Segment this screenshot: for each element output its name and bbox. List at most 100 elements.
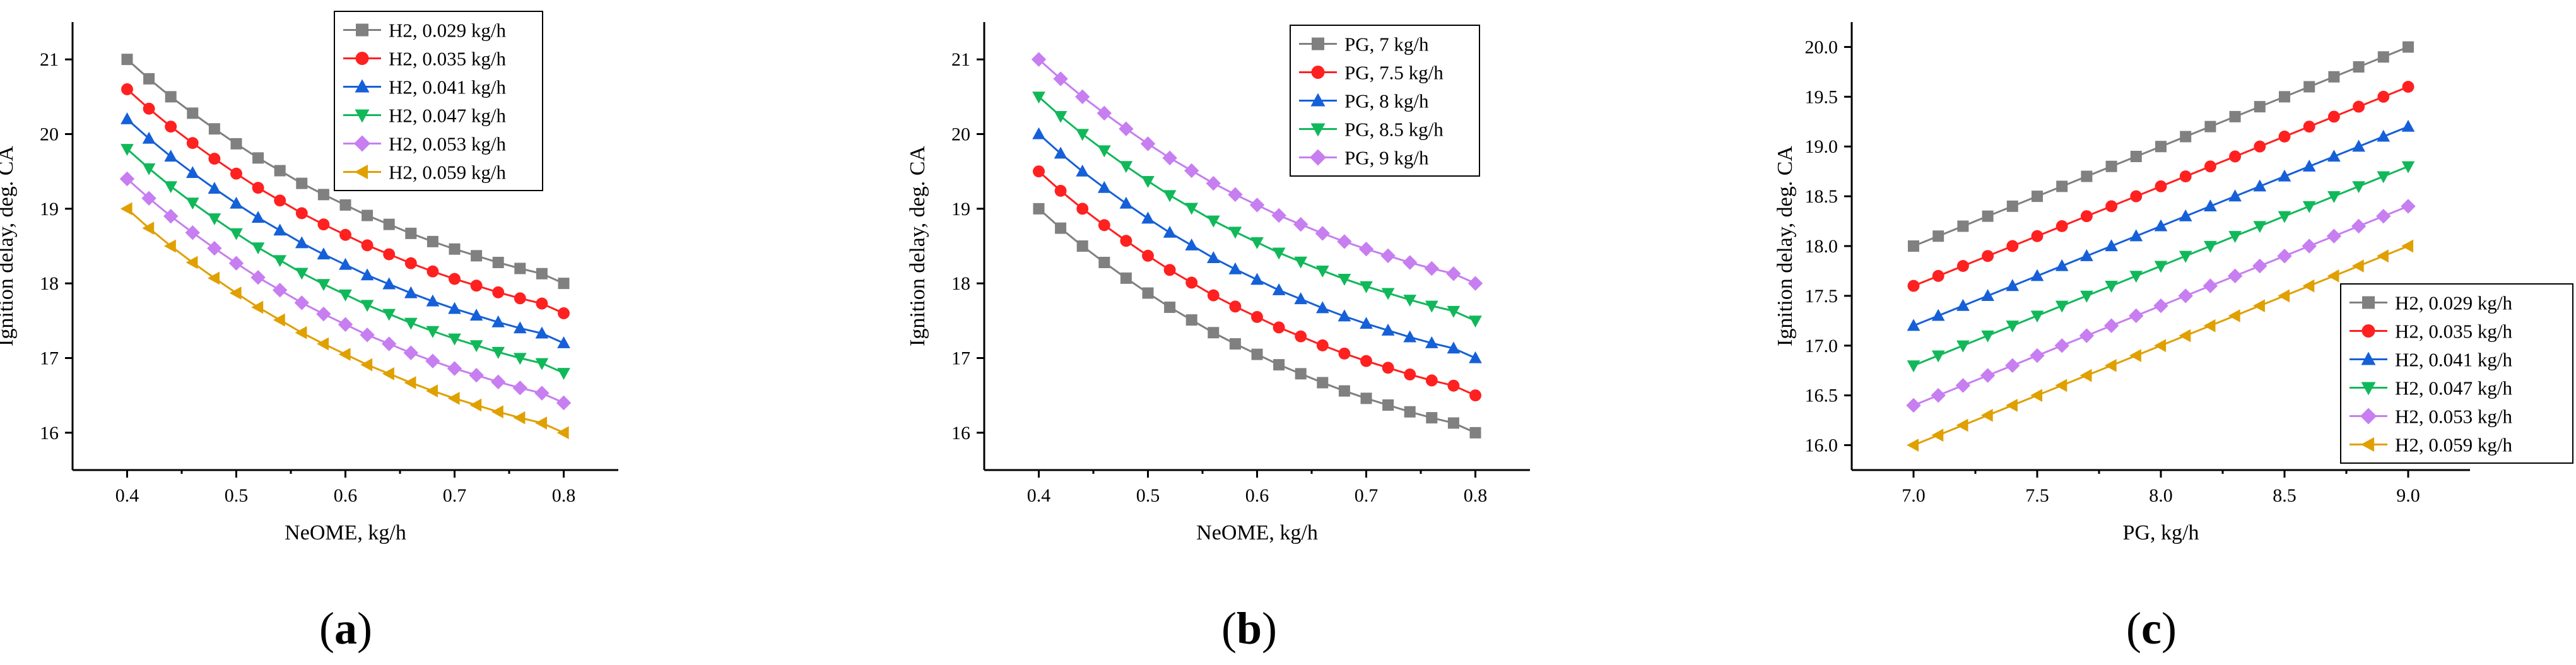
panel-label: (b) bbox=[1221, 603, 1277, 654]
data-point bbox=[339, 228, 351, 241]
legend-box bbox=[334, 11, 543, 191]
series-1 bbox=[1908, 41, 2414, 252]
data-point bbox=[2203, 319, 2216, 332]
data-point bbox=[470, 280, 483, 292]
data-point bbox=[2105, 281, 2118, 293]
data-point bbox=[1426, 412, 1438, 424]
data-point bbox=[1272, 283, 1286, 295]
data-point bbox=[448, 302, 461, 314]
series-3 bbox=[1907, 119, 2415, 331]
data-point bbox=[2030, 389, 2043, 403]
data-point bbox=[1447, 305, 1461, 318]
data-point bbox=[1338, 347, 1351, 360]
data-point bbox=[536, 297, 548, 310]
data-point bbox=[317, 218, 330, 231]
data-point bbox=[557, 368, 570, 380]
data-point bbox=[1185, 238, 1199, 250]
data-point bbox=[1382, 399, 1394, 411]
data-point bbox=[1206, 215, 1220, 228]
panel-label: (c) bbox=[2126, 603, 2177, 654]
data-point bbox=[513, 321, 527, 334]
series-2 bbox=[1907, 81, 2414, 292]
data-point bbox=[229, 286, 242, 300]
data-point bbox=[252, 182, 264, 194]
data-point bbox=[2129, 271, 2143, 283]
data-point bbox=[514, 262, 526, 274]
data-point bbox=[2303, 121, 2315, 133]
x-tick-label: 0.8 bbox=[552, 485, 576, 506]
data-point bbox=[1447, 341, 1461, 354]
data-point bbox=[492, 286, 505, 298]
data-point bbox=[1293, 216, 1309, 232]
data-point bbox=[1207, 289, 1220, 302]
series-6 bbox=[1907, 239, 2414, 452]
data-point bbox=[273, 255, 287, 268]
data-point bbox=[2278, 130, 2291, 143]
x-tick-label: 0.5 bbox=[225, 485, 249, 506]
data-point bbox=[2180, 131, 2192, 143]
legend: H2, 0.029 kg/h H2, 0.035 kg/h H2, 0.041 kg… bbox=[2340, 283, 2573, 464]
data-point bbox=[1424, 261, 1439, 276]
data-point bbox=[1185, 203, 1199, 215]
data-point bbox=[469, 398, 482, 412]
data-point bbox=[143, 102, 155, 115]
data-point bbox=[1907, 280, 1920, 292]
data-point bbox=[2130, 190, 2143, 203]
data-point bbox=[557, 336, 570, 348]
legend-label: PG, 8 kg/h bbox=[1344, 90, 1429, 112]
data-point bbox=[339, 289, 352, 302]
data-point bbox=[185, 256, 198, 269]
data-point bbox=[535, 326, 549, 339]
data-point bbox=[1097, 180, 1111, 193]
data-point bbox=[1228, 227, 1242, 239]
data-point bbox=[2105, 200, 2118, 213]
data-point bbox=[1206, 251, 1220, 264]
data-point bbox=[514, 292, 526, 305]
data-point bbox=[1273, 321, 1285, 334]
data-point bbox=[2129, 229, 2143, 242]
y-tick-label: 16.5 bbox=[1805, 385, 1838, 406]
data-point bbox=[252, 152, 264, 164]
data-point bbox=[2204, 160, 2216, 173]
data-point bbox=[2377, 129, 2391, 142]
data-point bbox=[1295, 330, 1307, 343]
data-point bbox=[492, 257, 504, 269]
data-point bbox=[273, 313, 285, 327]
data-point bbox=[425, 353, 440, 368]
data-point bbox=[426, 326, 440, 338]
legend-marker bbox=[1310, 149, 1326, 166]
data-point bbox=[382, 309, 396, 321]
data-point bbox=[1208, 327, 1220, 339]
data-point bbox=[1425, 374, 1438, 387]
data-point bbox=[1053, 71, 1068, 86]
y-tick-label: 17 bbox=[951, 348, 970, 369]
data-point bbox=[2155, 141, 2167, 153]
data-point bbox=[1358, 242, 1374, 257]
data-point bbox=[2401, 161, 2415, 174]
data-point bbox=[2030, 348, 2045, 363]
data-point bbox=[2006, 240, 2019, 252]
series-2 bbox=[121, 83, 570, 319]
data-point bbox=[404, 317, 418, 330]
data-point bbox=[1076, 240, 1088, 252]
data-point bbox=[1982, 210, 1994, 222]
data-point bbox=[2326, 228, 2342, 244]
data-point bbox=[338, 317, 353, 332]
data-point bbox=[230, 228, 243, 240]
data-point bbox=[2080, 290, 2093, 303]
data-point bbox=[1338, 385, 1350, 397]
y-tick-label: 20 bbox=[40, 124, 59, 145]
data-point bbox=[2302, 159, 2316, 172]
data-point bbox=[338, 348, 351, 361]
data-point bbox=[2352, 139, 2365, 152]
data-point bbox=[556, 395, 572, 411]
legend-marker bbox=[1310, 123, 1326, 137]
data-point bbox=[121, 83, 133, 95]
data-point bbox=[143, 73, 155, 85]
data-point bbox=[1119, 196, 1133, 209]
data-point bbox=[2006, 399, 2018, 412]
data-point bbox=[1141, 175, 1155, 188]
data-point bbox=[2253, 179, 2267, 192]
chart-panel-3: 7.0 7.5 8.0 8.5 9.0 16.0 16.5 17.0 17.5 18.0 18.5 1… bbox=[1773, 22, 2573, 654]
y-axis-label: Ignition delay, deg. CA bbox=[906, 146, 929, 346]
